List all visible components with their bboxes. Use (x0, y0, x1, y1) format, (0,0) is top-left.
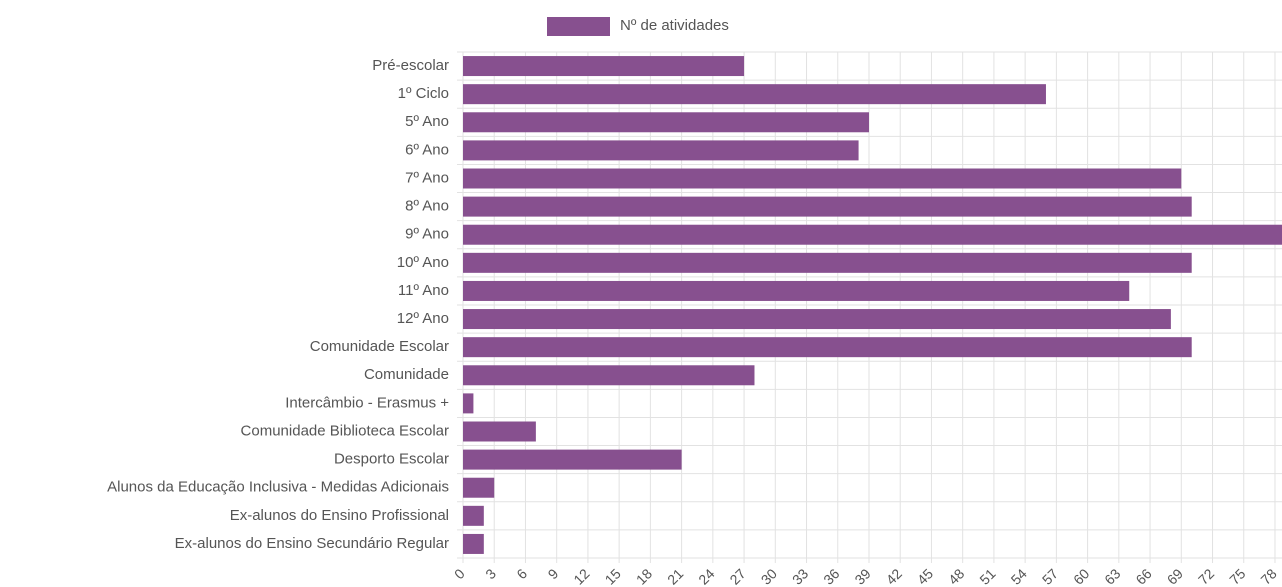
y-tick-label: Comunidade Escolar (310, 338, 449, 355)
x-tick-label: 48 (945, 565, 967, 587)
x-tick-label: 45 (914, 565, 936, 587)
bar (463, 533, 484, 554)
y-tick-label: 12º Ano (397, 310, 449, 327)
x-tick-label: 75 (1226, 565, 1248, 587)
y-tick-label: Ex-alunos do Ensino Profissional (230, 507, 449, 524)
bar (463, 449, 682, 470)
x-tick-label: 6 (513, 565, 530, 582)
bar (463, 252, 1192, 273)
x-tick-label: 24 (695, 565, 717, 587)
x-tick-label: 72 (1195, 565, 1217, 587)
x-tick-label: 60 (1070, 565, 1092, 587)
y-tick-label: 6º Ano (405, 141, 449, 158)
bar (463, 309, 1171, 330)
bar (463, 140, 859, 161)
x-tick-label: 66 (1132, 565, 1154, 587)
x-tick-label: 27 (726, 565, 748, 587)
bar (463, 365, 755, 386)
x-tick-label: 42 (883, 565, 905, 587)
y-tick-label: Comunidade (364, 366, 449, 383)
bar (463, 393, 474, 414)
x-tick-label: 9 (545, 565, 562, 582)
x-tick-label: 33 (789, 565, 811, 587)
bar (463, 421, 536, 442)
bar (463, 168, 1182, 189)
x-tick-label: 21 (664, 565, 686, 587)
x-tick-label: 57 (1039, 565, 1061, 587)
x-tick-label: 54 (1008, 565, 1030, 587)
bar (463, 56, 745, 77)
y-tick-label: Ex-alunos do Ensino Secundário Regular (175, 535, 449, 552)
x-tick-label: 18 (633, 565, 655, 587)
x-tick-label: 15 (602, 565, 624, 587)
legend-label: Nº de atividades (620, 17, 729, 34)
bar (463, 337, 1192, 358)
y-tick-label: Intercâmbio - Erasmus + (285, 394, 449, 411)
x-tick-label: 78 (1257, 565, 1279, 587)
x-tick-label: 39 (851, 565, 873, 587)
bar (463, 280, 1130, 301)
y-tick-label: 9º Ano (405, 226, 449, 243)
y-tick-label: 8º Ano (405, 198, 449, 215)
y-tick-label: Comunidade Biblioteca Escolar (241, 422, 449, 439)
legend-swatch (547, 17, 610, 36)
y-tick-label: Alunos da Educação Inclusiva - Medidas A… (107, 479, 449, 496)
x-tick-label: 0 (451, 565, 468, 582)
y-tick-label: Desporto Escolar (334, 451, 449, 468)
bar (463, 477, 495, 498)
x-tick-label: 3 (482, 565, 499, 582)
x-tick-label: 36 (820, 565, 842, 587)
bar (463, 505, 484, 526)
y-tick-label: 1º Ciclo (398, 85, 449, 102)
y-tick-label: 5º Ano (405, 113, 449, 130)
bar (463, 224, 1282, 245)
x-tick-label: 63 (1101, 565, 1123, 587)
bar (463, 196, 1192, 217)
x-tick-label: 12 (570, 565, 592, 587)
x-tick-label: 69 (1164, 565, 1186, 587)
y-tick-label: 10º Ano (397, 254, 449, 271)
y-tick-label: Pré-escolar (372, 57, 449, 74)
y-tick-label: 7º Ano (405, 169, 449, 186)
bar (463, 84, 1046, 105)
x-tick-label: 51 (976, 565, 998, 587)
bar (463, 112, 869, 133)
x-tick-label: 30 (758, 565, 780, 587)
y-tick-label: 11º Ano (398, 282, 449, 299)
